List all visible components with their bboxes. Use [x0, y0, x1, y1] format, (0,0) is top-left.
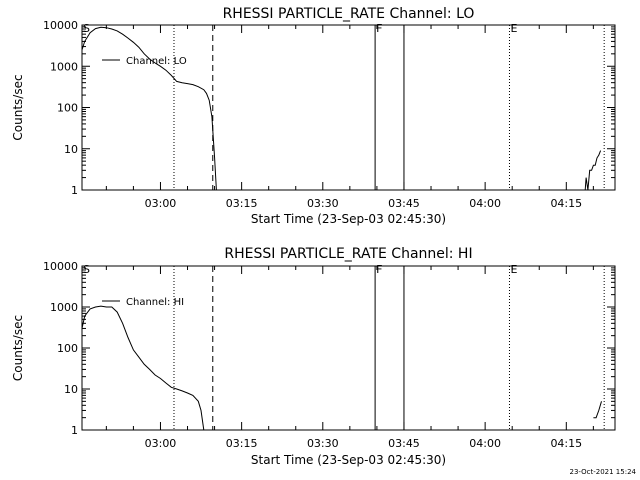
series-line [584, 150, 602, 191]
x-tick-label: 03:15 [226, 437, 258, 450]
x-tick-label: 03:00 [145, 437, 177, 450]
event-marker-label: E [510, 22, 517, 35]
y-tick-label: 1000 [50, 60, 78, 73]
y-axis-label: Counts/sec [11, 315, 25, 381]
x-tick-label: 03:15 [226, 197, 258, 210]
event-marker-label: S [83, 263, 90, 276]
x-tick-label: 03:30 [307, 197, 339, 210]
plot-frame [81, 24, 616, 191]
x-tick-label: 03:45 [388, 437, 420, 450]
y-tick-label: 100 [57, 342, 78, 355]
x-tick-label: 04:15 [550, 437, 582, 450]
event-marker-label: E [510, 263, 517, 276]
y-tick-label: 10000 [43, 260, 78, 273]
plot-frame [81, 265, 616, 431]
series-line [593, 401, 602, 419]
x-tick-label: 03:45 [388, 197, 420, 210]
y-tick-label: 100 [57, 102, 78, 115]
chart-panel-lo: RHESSI PARTICLE_RATE Channel: LO Start Ti… [11, 6, 616, 226]
x-tick-label: 04:00 [469, 437, 501, 450]
event-marker-label: F [376, 263, 382, 276]
legend-label: Channel: HI [126, 297, 184, 308]
legend-label: Channel: LO [126, 56, 187, 67]
x-axis-label: Start Time (23-Sep-03 02:45:30) [251, 212, 446, 226]
x-tick-label: 03:00 [145, 197, 177, 210]
x-tick-label: 04:00 [469, 197, 501, 210]
timestamp-footer: 23-Oct-2021 15:24 [570, 468, 637, 476]
x-tick-label: 03:30 [307, 437, 339, 450]
chart-title: RHESSI PARTICLE_RATE Channel: LO [223, 6, 475, 22]
y-tick-label: 10 [64, 383, 78, 396]
y-tick-label: 1 [71, 424, 78, 437]
y-tick-label: 10 [64, 143, 78, 156]
chart-title: RHESSI PARTICLE_RATE Channel: HI [224, 246, 472, 262]
y-tick-label: 1000 [50, 301, 78, 314]
y-axis-label: Counts/sec [11, 74, 25, 140]
y-tick-label: 1 [71, 184, 78, 197]
event-marker-label: F [376, 22, 382, 35]
chart-panel-hi: RHESSI PARTICLE_RATE Channel: HI Start Ti… [11, 246, 616, 467]
x-tick-label: 04:15 [550, 197, 582, 210]
x-axis-label: Start Time (23-Sep-03 02:45:30) [251, 453, 446, 467]
event-marker-label: S [83, 22, 90, 35]
series-line [81, 305, 205, 431]
y-tick-label: 10000 [43, 19, 78, 32]
series-line [81, 26, 217, 191]
